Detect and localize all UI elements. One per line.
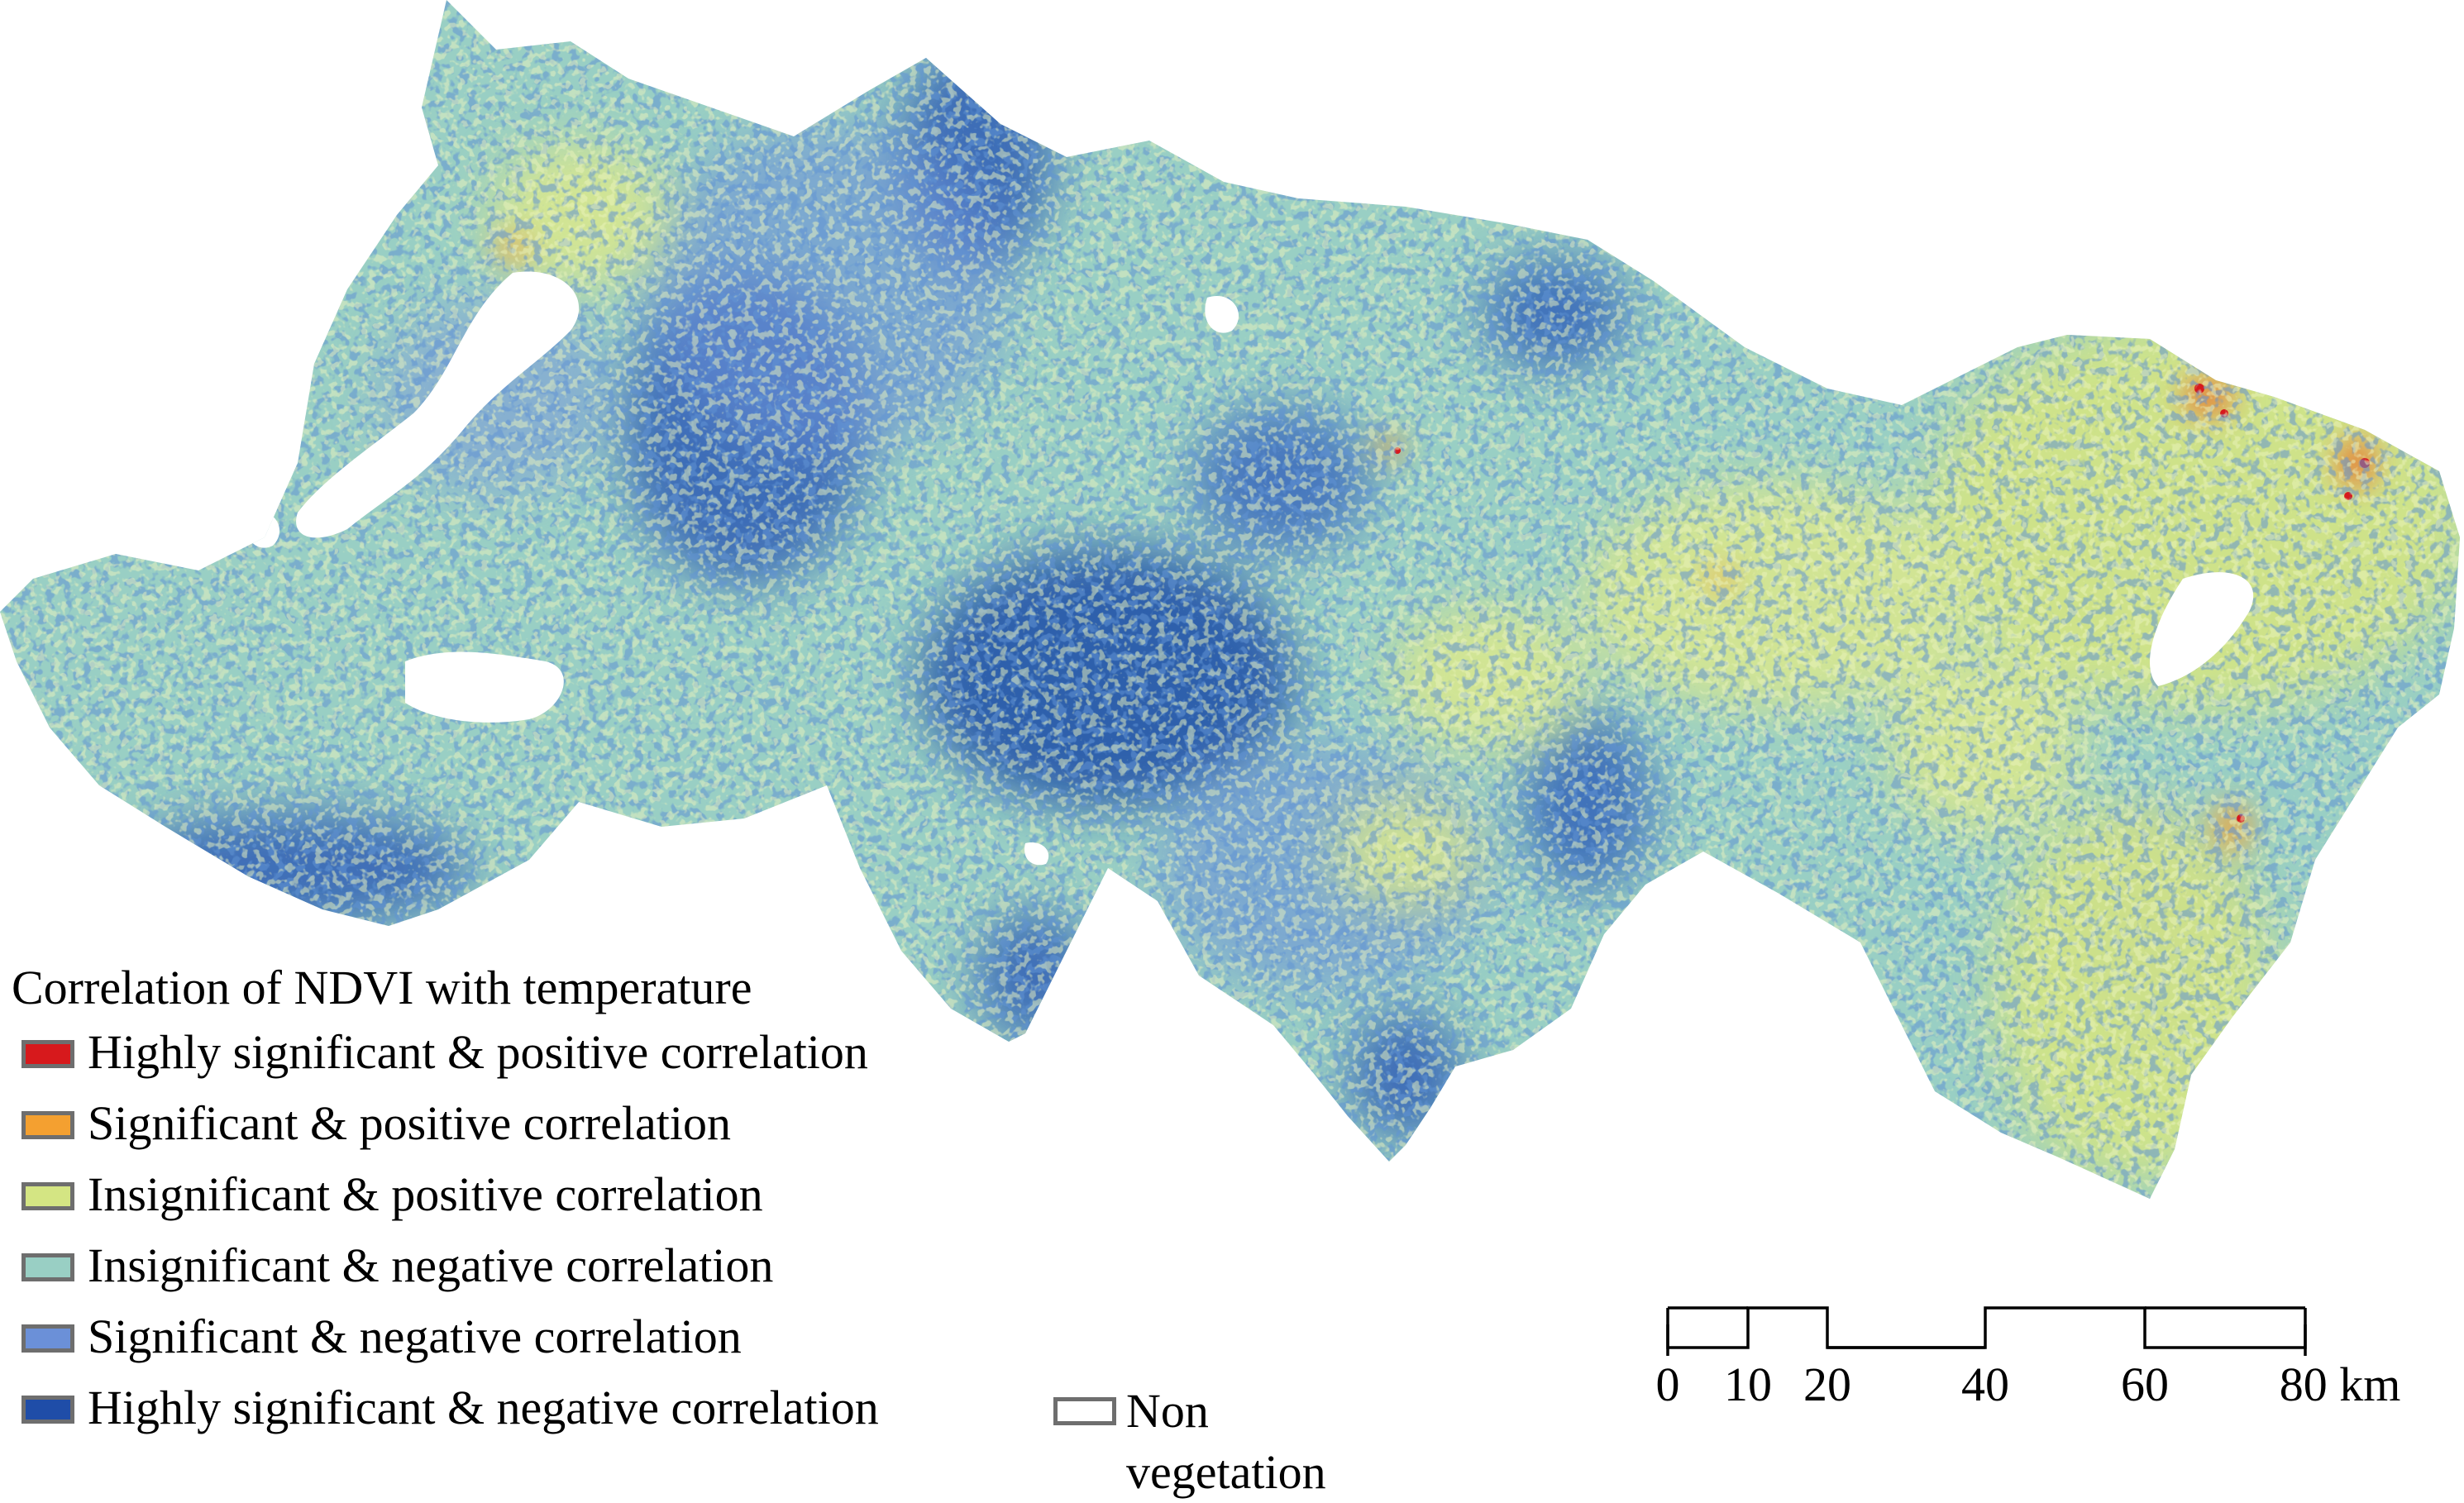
- legend-swatch: [21, 1111, 74, 1139]
- legend-label: Non vegetation: [1126, 1384, 1326, 1499]
- legend-swatch: [21, 1396, 74, 1424]
- legend-swatch: [21, 1182, 74, 1210]
- scale-label: 0: [1655, 1357, 1680, 1411]
- legend-item: Insignificant & positive correlation: [12, 1164, 763, 1235]
- legend-title: Correlation of NDVI with temperature: [12, 961, 752, 1014]
- legend-item: Significant & positive correlation: [12, 1093, 752, 1164]
- scale-label: 20: [1803, 1357, 1851, 1411]
- legend-label: Significant & negative correlation: [88, 1310, 742, 1363]
- legend-item: Insignificant & negative correlation: [12, 1235, 773, 1306]
- scale-label: 10: [1724, 1357, 1772, 1411]
- legend-label: Highly significant & positive correlatio…: [88, 1025, 868, 1079]
- legend-swatch: [21, 1040, 74, 1068]
- correlation-map: [0, 0, 2460, 1356]
- legend-swatch: [21, 1324, 74, 1353]
- scale-label: 80 km: [2279, 1357, 2401, 1411]
- legend-swatch: [1053, 1397, 1116, 1425]
- legend-item: Highly significant & positive correlatio…: [12, 1022, 868, 1093]
- scale-label: 60: [2121, 1357, 2169, 1411]
- legend-swatch: [21, 1253, 74, 1281]
- legend: Correlation of NDVI with temperature Hig…: [12, 959, 879, 1448]
- legend-label: Significant & positive correlation: [88, 1096, 731, 1150]
- scale-label: 40: [1961, 1357, 2009, 1411]
- legend-item: Significant & negative correlation: [12, 1306, 752, 1377]
- legend-item: Highly significant & negative correlatio…: [12, 1377, 879, 1448]
- scale-bar-graphic: [1666, 1306, 2307, 1356]
- legend-label: Insignificant & negative correlation: [88, 1238, 774, 1292]
- legend-label: Insignificant & positive correlation: [88, 1167, 763, 1221]
- legend-label: Highly significant & negative correlatio…: [88, 1381, 879, 1434]
- scale-bar: 0 10 20 40 60 80 km: [1654, 1298, 2401, 1422]
